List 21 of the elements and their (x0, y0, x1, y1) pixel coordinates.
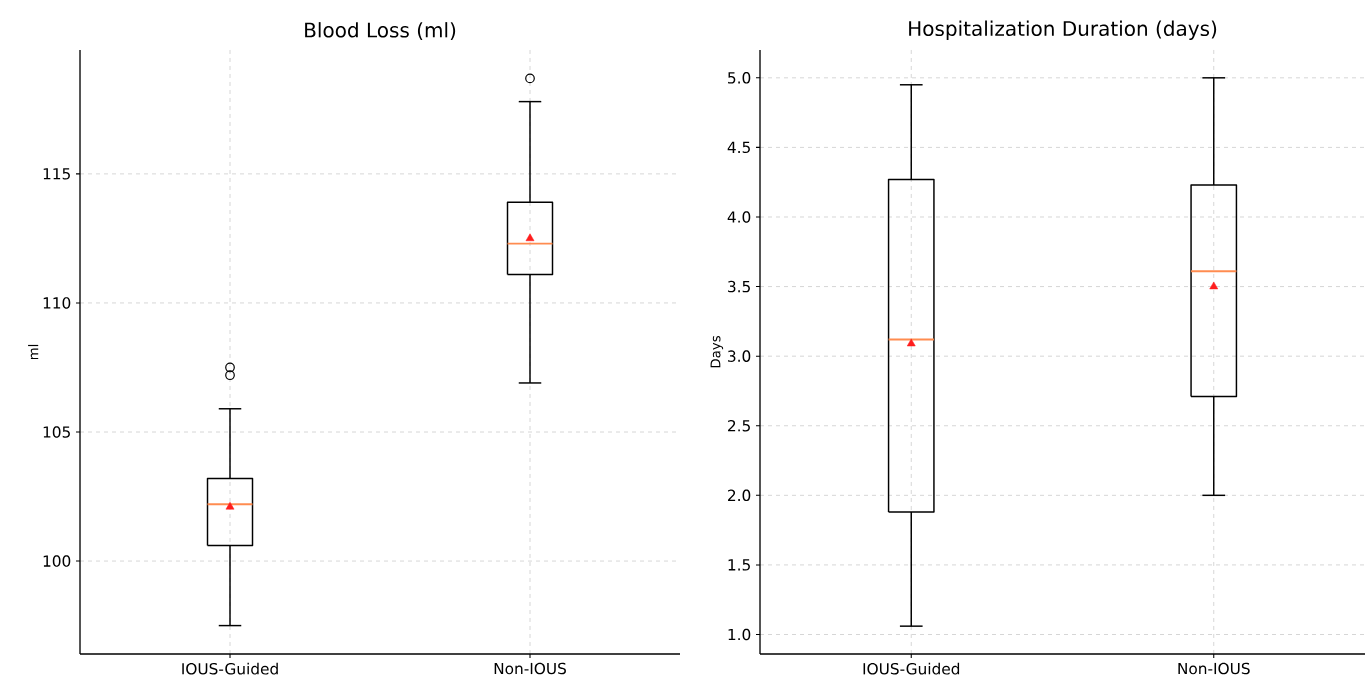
x-tick-label: Non-IOUS (494, 662, 566, 675)
y-axis-title: Days (710, 336, 724, 368)
y-tick-label: 3.0 (728, 350, 751, 362)
y-tick-label: 4.5 (727, 141, 750, 154)
y-tick-label: 100 (43, 555, 71, 567)
y-tick-label: 3.5 (728, 280, 750, 293)
y-tick-label: 2.0 (728, 489, 751, 502)
y-tick-label: 5.0 (728, 72, 751, 84)
x-tick-label: IOUS-Guided (863, 662, 960, 675)
y-tick-label: 2.5 (728, 419, 750, 432)
chart-title: Blood Loss (ml) (305, 22, 456, 40)
y-tick-label: 1.5 (728, 559, 750, 571)
chart-title: Hospitalization Duration (days) (909, 20, 1217, 40)
y-tick-label: 1.0 (728, 628, 751, 641)
y-tick-label: 115 (43, 168, 70, 180)
x-tick-label: IOUS-Guided (182, 662, 278, 675)
y-tick-label: 110 (43, 297, 71, 309)
x-tick-label: Non-IOUS (1178, 662, 1250, 675)
y-axis-title: ml (28, 344, 39, 360)
y-tick-label: 4.0 (727, 211, 751, 223)
y-tick-label: 105 (43, 426, 70, 438)
